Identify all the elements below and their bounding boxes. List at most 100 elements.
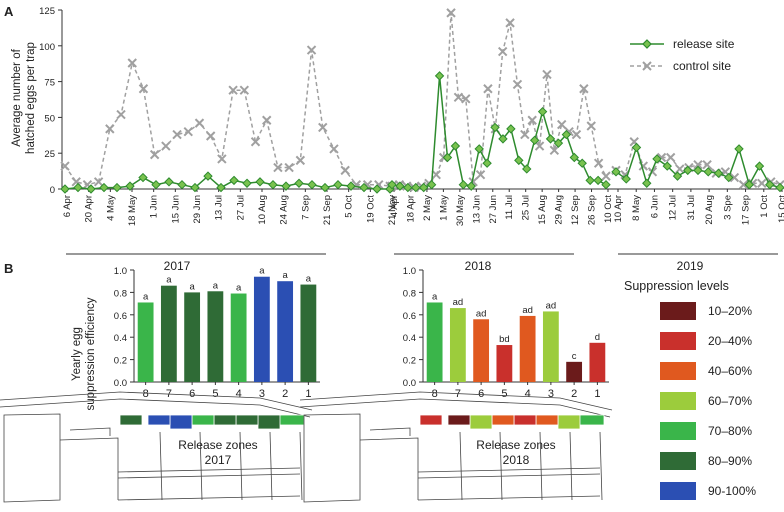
legend-control-marker — [642, 61, 652, 71]
release-site-point — [522, 164, 532, 174]
map-road — [417, 467, 601, 473]
line-xtick-label: 20 Apr — [84, 195, 95, 222]
release-site-point — [411, 182, 421, 193]
release-site-point — [125, 181, 135, 191]
release-site-point — [754, 161, 765, 171]
release-zone-map-2017 — [0, 391, 313, 503]
release-site-point — [529, 135, 540, 146]
release-site-point — [662, 161, 672, 171]
line-xtick-label: 29 Aug — [554, 195, 565, 225]
line-series — [60, 8, 784, 194]
release-site-point — [621, 174, 631, 184]
map-road — [117, 495, 301, 501]
control-site-point — [729, 172, 740, 183]
map-road — [299, 391, 613, 411]
control-site-point — [250, 137, 261, 147]
line-ylabel-1: Average number of — [11, 48, 23, 146]
bar-xtick-label: 2 — [571, 388, 577, 400]
line-xtick-label: 1 May — [438, 195, 449, 221]
bar-sig-letter: a — [259, 266, 265, 277]
map-year-2017: 2017 — [205, 453, 232, 467]
release-site-point — [294, 178, 304, 188]
release-site-point — [426, 179, 437, 190]
bar-sig-letter: bd — [499, 334, 510, 345]
release-site-point — [372, 184, 382, 194]
map-zone-5 — [213, 414, 237, 426]
bar-ytick-label: 0.4 — [114, 333, 127, 344]
bar-sig-letter: ad — [522, 305, 533, 316]
line-ytick-label: 125 — [39, 6, 55, 17]
control-site-point — [217, 154, 227, 164]
release-site-point — [775, 182, 784, 193]
release-site-point — [537, 106, 548, 117]
map-road — [0, 398, 311, 418]
release-site-point — [255, 177, 265, 187]
suppression-level-label: 70–80% — [708, 424, 752, 438]
suppression-swatch — [660, 362, 696, 380]
bar-xtick-label: 4 — [236, 388, 242, 400]
release-site-point — [458, 179, 469, 190]
release-site-point — [177, 179, 187, 190]
line-xtick-label: 11 Jul — [504, 195, 515, 220]
map-block — [69, 427, 111, 436]
map-block — [303, 413, 361, 503]
year-label: 2018 — [465, 259, 492, 273]
bar-xtick-label: 2 — [282, 388, 288, 400]
bar-xtick-label: 6 — [189, 388, 195, 400]
release-site-point — [474, 144, 484, 154]
release-site-point — [703, 167, 713, 177]
release-site-point — [744, 179, 754, 190]
control-site-point — [497, 46, 508, 57]
bar-zone-3 — [542, 311, 559, 382]
bar-sig-letter: d — [595, 332, 600, 343]
release-site-point — [333, 179, 343, 190]
bar-ylabel-1: Yearly egg — [71, 327, 83, 381]
control-site-point — [93, 177, 104, 187]
control-site-point — [183, 127, 193, 137]
control-site-point — [693, 159, 703, 170]
map-road — [0, 391, 313, 411]
release-zone-map-2018 — [299, 391, 613, 503]
map-road — [417, 473, 601, 479]
line-xtick-label: 21 Sep — [322, 195, 333, 225]
release-site-point — [164, 177, 174, 187]
release-site-point — [490, 122, 500, 133]
bar-sig-letter: a — [143, 291, 149, 302]
map-road — [417, 495, 601, 501]
map-street — [269, 431, 273, 501]
map-block — [3, 413, 61, 503]
release-site-point — [611, 167, 621, 177]
map-zone-3 — [469, 414, 493, 430]
bar-zone-3 — [253, 276, 270, 382]
release-site-point — [506, 124, 516, 134]
control-site-point — [549, 145, 560, 156]
map-road — [299, 398, 611, 418]
map-street — [239, 431, 243, 501]
bar-ytick-label: 1.0 — [403, 266, 416, 277]
control-site-point — [105, 124, 115, 134]
bar-sig-letter: a — [213, 280, 219, 291]
bar-zone-7 — [449, 308, 466, 382]
suppression-swatch — [660, 392, 696, 410]
control-site-point — [601, 171, 611, 181]
legend-release-marker — [642, 39, 652, 49]
line-xtick-label: 30 May — [455, 195, 466, 226]
release-site-point — [60, 184, 70, 194]
control-site-point — [527, 115, 537, 125]
bar-sig-letter: ad — [476, 308, 487, 319]
release-site-point — [642, 178, 652, 188]
control-site-point — [228, 85, 238, 95]
line-xtick-label: 12 Sep — [570, 195, 581, 225]
control-site-point — [702, 159, 712, 170]
suppression-level-label: 40–60% — [708, 364, 752, 378]
bar-xtick-label: 8 — [143, 388, 149, 400]
line-xtick-label: 25 Jul — [521, 195, 532, 220]
line-ytick-label: 50 — [44, 113, 55, 124]
bar-sig-letter: a — [166, 275, 172, 286]
control-site-point — [453, 92, 464, 103]
bar-zone-4 — [230, 293, 247, 382]
suppression-swatch — [660, 332, 696, 350]
bar-sig-letter: a — [189, 281, 195, 292]
line-xtick-label: 10 Oct — [603, 195, 614, 223]
